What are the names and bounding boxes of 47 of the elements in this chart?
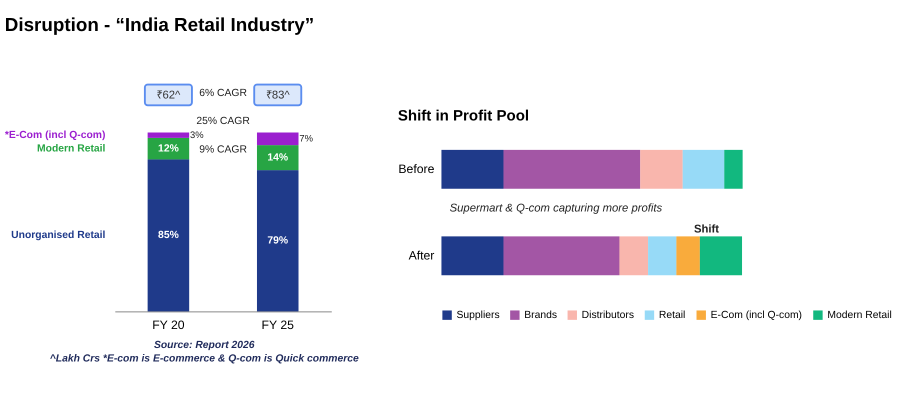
data-label: 14% xyxy=(267,152,288,164)
bar xyxy=(256,132,299,146)
chart-title: Disruption - “India Retail Industry” xyxy=(4,14,314,35)
bar xyxy=(640,150,683,189)
legend-label: Retail xyxy=(658,310,686,321)
legend-label: E-Com (incl Q-com) xyxy=(710,310,802,321)
annotation: Shift xyxy=(694,223,720,236)
bar xyxy=(724,150,743,189)
bar xyxy=(148,138,190,160)
legend-label: Brands xyxy=(524,310,558,321)
legend-label: Distributors xyxy=(582,310,634,321)
legend-label: Modern Retail xyxy=(827,310,892,321)
annotation: 9% CAGR xyxy=(199,144,247,156)
y-tick-label: Before xyxy=(398,162,435,176)
source-note: Source: Report 2026 xyxy=(154,340,255,352)
bar xyxy=(148,159,190,312)
text: Unorganised Retail xyxy=(11,230,106,242)
bar xyxy=(441,236,504,276)
y-tick-label: After xyxy=(408,248,434,263)
bar xyxy=(503,236,620,276)
text: ₹62^ xyxy=(156,90,182,102)
bar xyxy=(619,236,648,276)
data-label: 85% xyxy=(158,230,179,242)
text: ^Lakh Crs *E-com is E-commerce & Q-com is Quick commerce xyxy=(50,353,359,364)
text: Modern Retail xyxy=(37,143,106,154)
text: 25% CAGR xyxy=(196,116,250,128)
bar xyxy=(503,150,640,189)
legend-label: Suppliers xyxy=(456,310,500,321)
bar xyxy=(148,132,190,138)
bar xyxy=(700,236,742,276)
bar xyxy=(256,145,299,170)
bar xyxy=(676,236,700,276)
text: 6% CAGR xyxy=(199,88,247,99)
text: *E-Com (incl Q-com) xyxy=(4,130,106,142)
data-label: 79% xyxy=(267,236,288,247)
bar xyxy=(441,150,504,189)
bar xyxy=(256,170,299,312)
data-label: 3% xyxy=(190,129,204,140)
chart-title: Shift in Profit Pool xyxy=(398,107,530,124)
annotation: Supermart & Q-com capturing more profits xyxy=(450,202,663,215)
bar xyxy=(648,236,676,276)
bar xyxy=(682,150,724,189)
x-tick-label: FY 25 xyxy=(262,318,294,332)
data-label: 12% xyxy=(158,143,179,154)
x-tick-label: FY 20 xyxy=(152,318,185,332)
text: ₹83^ xyxy=(266,90,290,102)
data-label: 7% xyxy=(299,132,314,144)
